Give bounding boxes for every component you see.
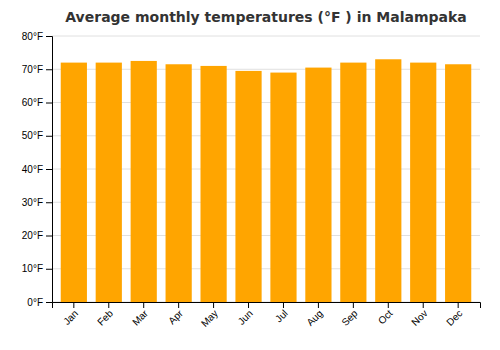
tick: Oct [376,302,395,326]
grid [52,36,480,302]
tick: 10°F [22,263,52,274]
bar [200,66,226,302]
tick: Sep [339,302,360,328]
tick-mark [46,103,52,104]
tick: Jul [273,302,290,324]
bar [270,73,296,302]
tick-label: 10°F [22,263,43,274]
tick-mark [46,202,52,203]
plot: Jan Feb Mar Apr May Jun Jul Aug Sep Oct Nov Dec 0°F 1… [22,31,481,329]
tick-label: Nov [409,308,429,328]
tick-mark [46,269,52,270]
tick-label: 60°F [22,97,43,108]
tick-mark [213,302,214,308]
bar [96,63,122,302]
tick-label: 30°F [22,197,43,208]
axis-line [46,37,53,303]
tick-mark [353,302,354,308]
bars [61,59,472,302]
tick-label: May [199,308,220,329]
tick-mark [46,302,52,303]
tick: 50°F [22,130,52,141]
tick: Feb [95,302,115,328]
tick: May [199,302,220,329]
tick-mark [108,302,109,308]
tick-mark [423,302,424,308]
bar [340,63,366,302]
tick-mark [388,302,389,308]
y-axis: 0°F 10°F 20°F 30°F 40°F 50°F 60°F 70°F 80°F [22,31,53,308]
tick: Mar [130,302,150,328]
tick-label: Mar [130,307,150,327]
tick-label: Jul [273,308,290,325]
chart: Jan Feb Mar Apr May Jun Jul Aug Sep Oct Nov Dec 0°F 1… [0,0,500,350]
tick-label: 40°F [22,164,43,175]
title: Average monthly temperatures (°F ) in Ma… [65,9,466,25]
tick: Jun [236,302,255,327]
tick-label: Jan [61,308,80,327]
bar [131,61,157,302]
axis-line [53,303,481,309]
tick: 30°F [22,197,52,208]
tick-label: Aug [304,308,324,328]
tick-mark [318,302,319,308]
tick-mark [458,302,459,308]
tick: Apr [166,302,185,326]
tick: 80°F [22,31,52,42]
tick-mark [283,302,284,308]
tick-mark [46,169,52,170]
tick-label: 20°F [22,230,43,241]
bar [410,63,436,302]
tick-mark [46,136,52,137]
tick: Jan [61,302,80,327]
x-axis: Jan Feb Mar Apr May Jun Jul Aug Sep Oct Nov Dec [53,302,481,329]
tick-mark [46,36,52,37]
tick: 60°F [22,97,52,108]
tick-label: Apr [166,307,185,326]
tick: Aug [304,302,324,328]
tick-label: 70°F [22,64,43,75]
bar [305,68,331,302]
tick: 0°F [27,297,52,308]
tick-mark [143,302,144,308]
tick: Nov [409,302,429,328]
tick-label: Dec [444,308,464,328]
tick-mark [46,69,52,70]
tick-label: 0°F [27,297,43,308]
grid-line [52,36,480,37]
tick-label: Feb [95,307,115,327]
bar [445,64,471,302]
tick: Dec [444,302,464,328]
bar [375,59,401,302]
tick-label: 80°F [22,31,43,42]
tick-mark [73,302,74,308]
tick: 70°F [22,64,52,75]
tick-label: 50°F [22,130,43,141]
bar [61,63,87,302]
tick-label: Sep [339,307,360,328]
tick: 20°F [22,230,52,241]
bar [166,64,192,302]
tick-mark [248,302,249,308]
tick: 40°F [22,164,52,175]
tick-label: Jun [236,308,255,327]
tick-mark [46,236,52,237]
tick-label: Oct [376,308,395,327]
tick-mark [178,302,179,308]
bar [235,71,261,302]
